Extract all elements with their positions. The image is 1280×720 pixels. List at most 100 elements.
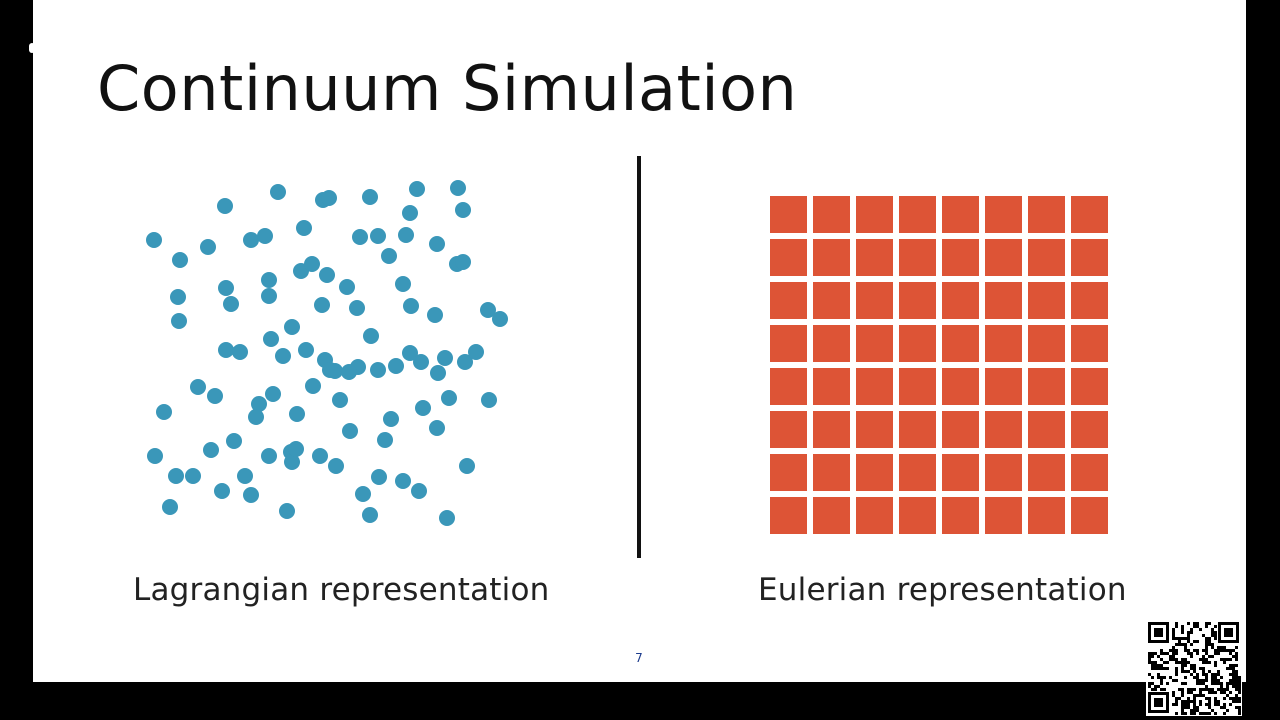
grid-cell-r5-c2	[813, 368, 850, 405]
grid-cell-r8-c4	[899, 497, 936, 534]
grid-cell-r8-c8	[1071, 497, 1108, 534]
grid-cell-r7-c7	[1028, 454, 1065, 491]
grid-cell-r4-c1	[770, 325, 807, 362]
grid-cell-r4-c2	[813, 325, 850, 362]
particle-67	[383, 411, 399, 427]
grid-cell-r7-c2	[813, 454, 850, 491]
particle-59	[207, 388, 223, 404]
grid-cell-r8-c6	[985, 497, 1022, 534]
particle-40	[218, 342, 234, 358]
particle-93	[162, 499, 178, 515]
particle-10	[146, 232, 162, 248]
grid-cell-r2-c2	[813, 239, 850, 276]
grid-cell-r7-c3	[856, 454, 893, 491]
grid-cell-r5-c5	[942, 368, 979, 405]
grid-cell-r8-c2	[813, 497, 850, 534]
grid-cell-r3-c4	[899, 282, 936, 319]
particle-24	[218, 280, 234, 296]
particle-20	[381, 248, 397, 264]
particle-30	[319, 267, 335, 283]
grid-cell-r5-c7	[1028, 368, 1065, 405]
particle-9	[402, 205, 418, 221]
particle-14	[257, 228, 273, 244]
grid-cell-r7-c4	[899, 454, 936, 491]
grid-cell-r8-c3	[856, 497, 893, 534]
particle-29	[304, 256, 320, 272]
page-number: 7	[635, 651, 643, 665]
particle-92	[243, 487, 259, 503]
particle-49	[363, 328, 379, 344]
particle-6	[409, 181, 425, 197]
particle-16	[352, 229, 368, 245]
particle-66	[322, 362, 338, 378]
particle-44	[275, 348, 291, 364]
particle-43	[284, 319, 300, 335]
grid-cell-r6-c1	[770, 411, 807, 448]
grid-cell-r3-c2	[813, 282, 850, 319]
grid-cell-r2-c4	[899, 239, 936, 276]
particle-64	[305, 378, 321, 394]
grid-cell-r6-c3	[856, 411, 893, 448]
particle-69	[429, 420, 445, 436]
particle-74	[168, 468, 184, 484]
particle-5	[362, 189, 378, 205]
particle-57	[468, 344, 484, 360]
grid-cell-r1-c5	[942, 196, 979, 233]
particle-61	[251, 396, 267, 412]
particle-42	[263, 331, 279, 347]
grid-cell-r4-c4	[899, 325, 936, 362]
eulerian-caption: Eulerian representation	[758, 572, 1127, 608]
particle-75	[185, 468, 201, 484]
particle-68	[415, 400, 431, 416]
particle-53	[413, 354, 429, 370]
grid-cell-r4-c3	[856, 325, 893, 362]
grid-cell-r6-c6	[985, 411, 1022, 448]
particle-4	[321, 190, 337, 206]
divider-line	[637, 156, 641, 558]
particle-63	[289, 406, 305, 422]
slide-title: Continuum Simulation	[97, 52, 798, 125]
grid-cell-r1-c6	[985, 196, 1022, 233]
particle-77	[226, 433, 242, 449]
particle-25	[223, 296, 239, 312]
particle-91	[237, 468, 253, 484]
particle-70	[441, 390, 457, 406]
grid-cell-r1-c3	[856, 196, 893, 233]
particle-8	[455, 202, 471, 218]
grid-cell-r7-c5	[942, 454, 979, 491]
grid-cell-r4-c7	[1028, 325, 1065, 362]
grid-cell-r1-c8	[1071, 196, 1108, 233]
grid-cell-r5-c6	[985, 368, 1022, 405]
qr-code-icon	[1146, 620, 1242, 716]
particle-19	[429, 236, 445, 252]
particle-37	[314, 297, 330, 313]
particle-56	[457, 354, 473, 370]
particle-26	[261, 272, 277, 288]
particle-22	[455, 254, 471, 270]
particle-90	[214, 483, 230, 499]
particle-95	[355, 486, 371, 502]
particle-58	[190, 379, 206, 395]
particle-45	[298, 342, 314, 358]
particle-34	[427, 307, 443, 323]
particle-82	[312, 448, 328, 464]
particle-76	[203, 442, 219, 458]
particle-1	[217, 198, 233, 214]
particle-71	[481, 392, 497, 408]
particle-54	[430, 365, 446, 381]
grid-cell-r7-c8	[1071, 454, 1108, 491]
grid-cell-r5-c1	[770, 368, 807, 405]
grid-cell-r3-c1	[770, 282, 807, 319]
grid-cell-r8-c1	[770, 497, 807, 534]
grid-cell-r5-c3	[856, 368, 893, 405]
grid-cell-r1-c1	[770, 196, 807, 233]
grid-cell-r6-c7	[1028, 411, 1065, 448]
particle-15	[296, 220, 312, 236]
grid-cell-r1-c4	[899, 196, 936, 233]
grid-cell-r2-c1	[770, 239, 807, 276]
particle-84	[342, 423, 358, 439]
grid-cell-r1-c2	[813, 196, 850, 233]
particle-78	[261, 448, 277, 464]
lagrangian-caption: Lagrangian representation	[133, 572, 550, 608]
particle-52	[402, 345, 418, 361]
